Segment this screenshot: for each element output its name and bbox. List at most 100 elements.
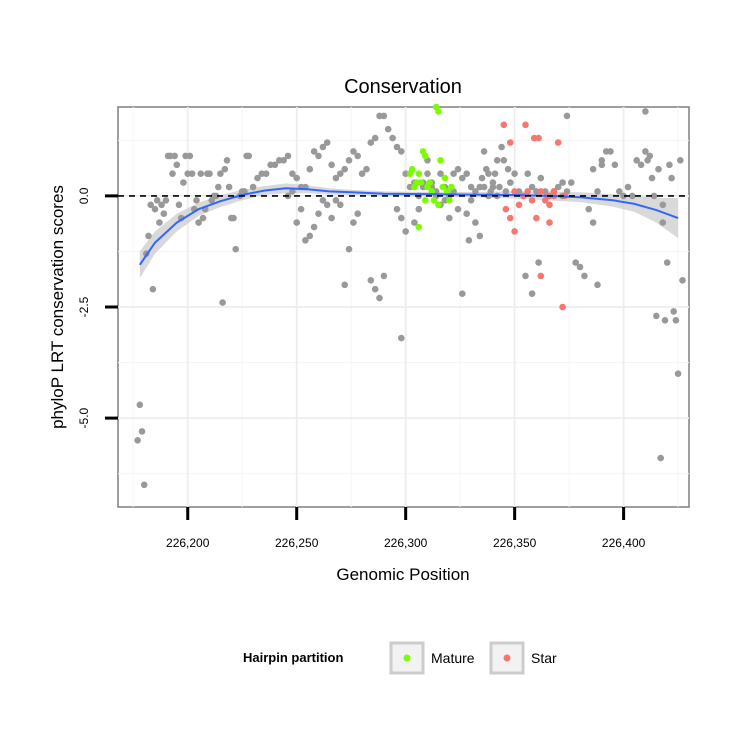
point-other: [594, 281, 601, 289]
point-other: [332, 197, 340, 204]
point-other: [371, 134, 379, 142]
point-star: [511, 188, 518, 195]
point-other: [149, 285, 157, 293]
point-other: [337, 170, 344, 177]
point-other: [271, 161, 279, 169]
point-other: [197, 170, 205, 177]
point-other: [156, 219, 163, 226]
point-other: [306, 232, 314, 240]
point-mature: [437, 157, 444, 164]
point-other: [670, 308, 677, 315]
point-star: [537, 188, 545, 195]
point-other: [500, 157, 508, 164]
point-mature: [435, 201, 442, 209]
point-other: [319, 143, 327, 151]
point-other: [624, 183, 632, 191]
point-other: [463, 170, 471, 177]
point-other: [341, 165, 349, 173]
point-other: [384, 125, 392, 133]
point-other: [502, 188, 510, 195]
point-other: [153, 197, 161, 204]
point-other: [367, 277, 375, 284]
point-other: [219, 299, 226, 306]
point-other: [350, 148, 357, 155]
point-other: [446, 214, 453, 222]
point-other: [345, 157, 353, 164]
point-other: [158, 201, 165, 209]
point-star: [500, 121, 508, 129]
point-other: [315, 210, 322, 217]
point-other: [230, 214, 237, 222]
point-other: [465, 237, 473, 244]
point-mature: [426, 179, 434, 186]
x-axis-title: Genomic Position: [336, 565, 469, 584]
point-other: [677, 157, 684, 164]
point-other: [180, 179, 187, 186]
point-other: [672, 317, 680, 324]
point-mature: [443, 188, 451, 195]
point-other: [663, 259, 671, 266]
point-other: [354, 152, 362, 160]
point-other: [642, 108, 649, 115]
point-other: [193, 197, 200, 204]
point-other: [358, 170, 366, 177]
point-other: [389, 134, 396, 142]
point-other: [188, 170, 196, 177]
point-star: [528, 197, 536, 204]
point-other: [511, 170, 518, 177]
point-other: [289, 188, 296, 195]
point-other: [535, 259, 542, 266]
point-other: [402, 228, 410, 235]
point-star: [535, 134, 542, 142]
point-other: [554, 183, 562, 191]
plot-area: [117, 103, 690, 508]
point-star: [546, 201, 553, 209]
point-other: [323, 201, 331, 209]
point-other: [221, 165, 229, 173]
point-other: [212, 192, 220, 200]
y-tick-label: -2.5: [77, 296, 91, 317]
point-star: [522, 121, 529, 129]
point-other: [225, 183, 233, 191]
legend: Hairpin partition Mature Star: [243, 641, 557, 675]
point-other: [493, 157, 501, 164]
point-other: [332, 174, 340, 182]
y-tick-label: -5.0: [77, 407, 91, 428]
point-other: [522, 272, 529, 280]
point-other: [160, 210, 168, 217]
point-other: [459, 174, 466, 182]
point-other: [136, 401, 144, 409]
point-other: [598, 157, 606, 164]
point-other: [206, 170, 213, 177]
point-other: [393, 205, 401, 213]
y-axis-title: phyloP LRT conservation scores: [48, 185, 67, 429]
point-other: [175, 201, 183, 209]
point-mature: [448, 183, 455, 191]
x-tick-label: 226,250: [275, 536, 319, 550]
point-other: [563, 112, 571, 120]
point-other: [661, 317, 669, 324]
point-other: [293, 174, 301, 182]
point-other: [254, 174, 261, 182]
point-other: [507, 179, 514, 186]
point-star: [533, 214, 540, 222]
point-mature: [415, 223, 423, 231]
point-other: [467, 197, 475, 204]
legend-dot-mature: [403, 654, 411, 662]
point-other: [616, 188, 623, 195]
point-other: [537, 174, 545, 182]
point-other: [367, 139, 375, 146]
chart-title: Conservation: [344, 76, 462, 98]
smooth-line-layer: [138, 187, 679, 266]
point-other: [467, 183, 475, 191]
point-other: [629, 192, 636, 200]
point-other: [151, 205, 159, 213]
point-other: [284, 152, 292, 160]
point-star: [515, 201, 523, 209]
point-mature: [415, 170, 423, 177]
point-other: [524, 170, 531, 177]
point-other: [376, 294, 383, 302]
point-other: [323, 139, 331, 146]
point-star: [546, 219, 553, 226]
point-other: [620, 192, 627, 200]
